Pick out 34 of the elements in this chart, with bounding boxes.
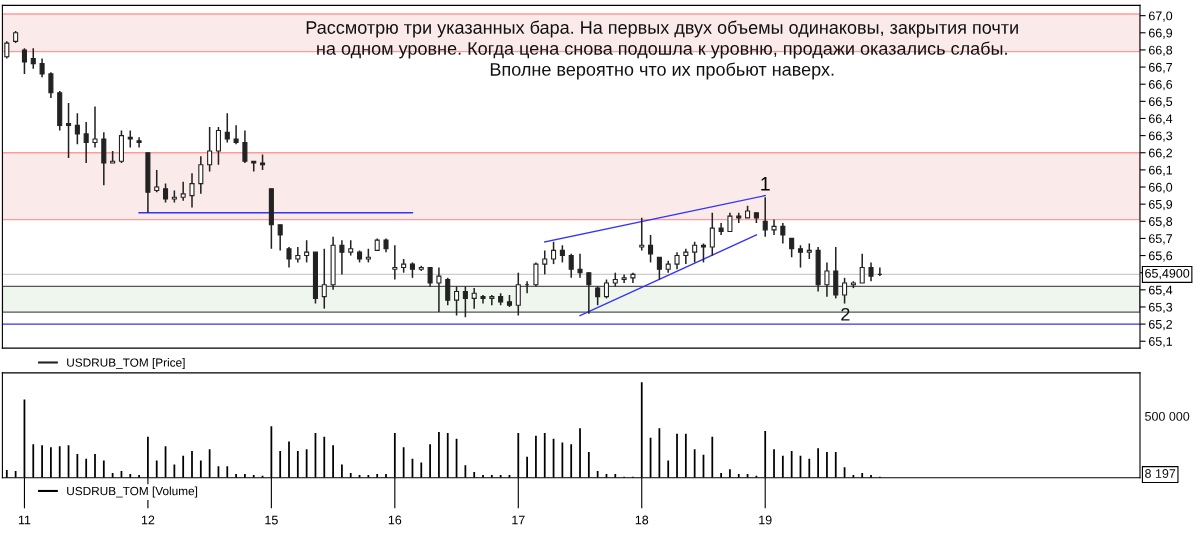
text: 500 000 [1145, 411, 1190, 421]
x-tick-label: 19 [759, 515, 772, 525]
legend-label: USDRUB_TOM [Price] [67, 358, 185, 370]
text: 8 197 [1145, 469, 1176, 478]
legend-label: USDRUB_TOM [Volume] [67, 486, 198, 498]
annotation: 2 [841, 307, 850, 321]
y-tick-label: 66,1 [1148, 165, 1173, 177]
y-tick-label: 66,0 [1148, 182, 1173, 194]
y-tick-label: 65,3 [1148, 302, 1173, 314]
x-tick-label: 12 [141, 515, 155, 525]
y-tick-label: 66,7 [1148, 62, 1173, 74]
y-tick-label: 65,2 [1148, 319, 1173, 331]
x-tick-label: 15 [265, 515, 278, 525]
y-tick-label: 67,0 [1148, 11, 1173, 22]
y-tick-label: 65,9 [1148, 199, 1173, 211]
y-tick-label: 66,4 [1148, 114, 1173, 125]
ref-line-label: 65,4900 [1145, 268, 1190, 280]
y-tick-label: 66,8 [1148, 45, 1173, 57]
y-tick-label: 66,9 [1148, 28, 1173, 39]
y-tick-label: 66,6 [1148, 80, 1173, 91]
y-tick-label: 65,6 [1148, 251, 1173, 262]
y-tick-label: 66,3 [1148, 131, 1173, 142]
y-tick-label: 66,5 [1148, 97, 1173, 108]
x-tick-label: 17 [512, 515, 525, 525]
x-tick-label: 11 [18, 515, 31, 525]
y-tick-label: 65,7 [1148, 234, 1173, 245]
x-tick-label: 18 [635, 515, 649, 525]
y-tick-label: 65,8 [1148, 217, 1173, 228]
annotation: 1 [761, 177, 770, 191]
y-tick-label: 65,1 [1148, 337, 1173, 348]
y-tick-label: 65,4 [1148, 285, 1173, 296]
annotation: Рассмотрю три указанных бара. На первых двух объемы одинаковы, закрытия почти на одном уровне. Когда цена снова подошла к уровню, продажи оказались слабы. Вполне вероятно что их пробьют наверх. [306, 20, 1018, 80]
y-tick-label: 66,2 [1148, 148, 1173, 159]
x-tick-label: 16 [388, 515, 402, 525]
